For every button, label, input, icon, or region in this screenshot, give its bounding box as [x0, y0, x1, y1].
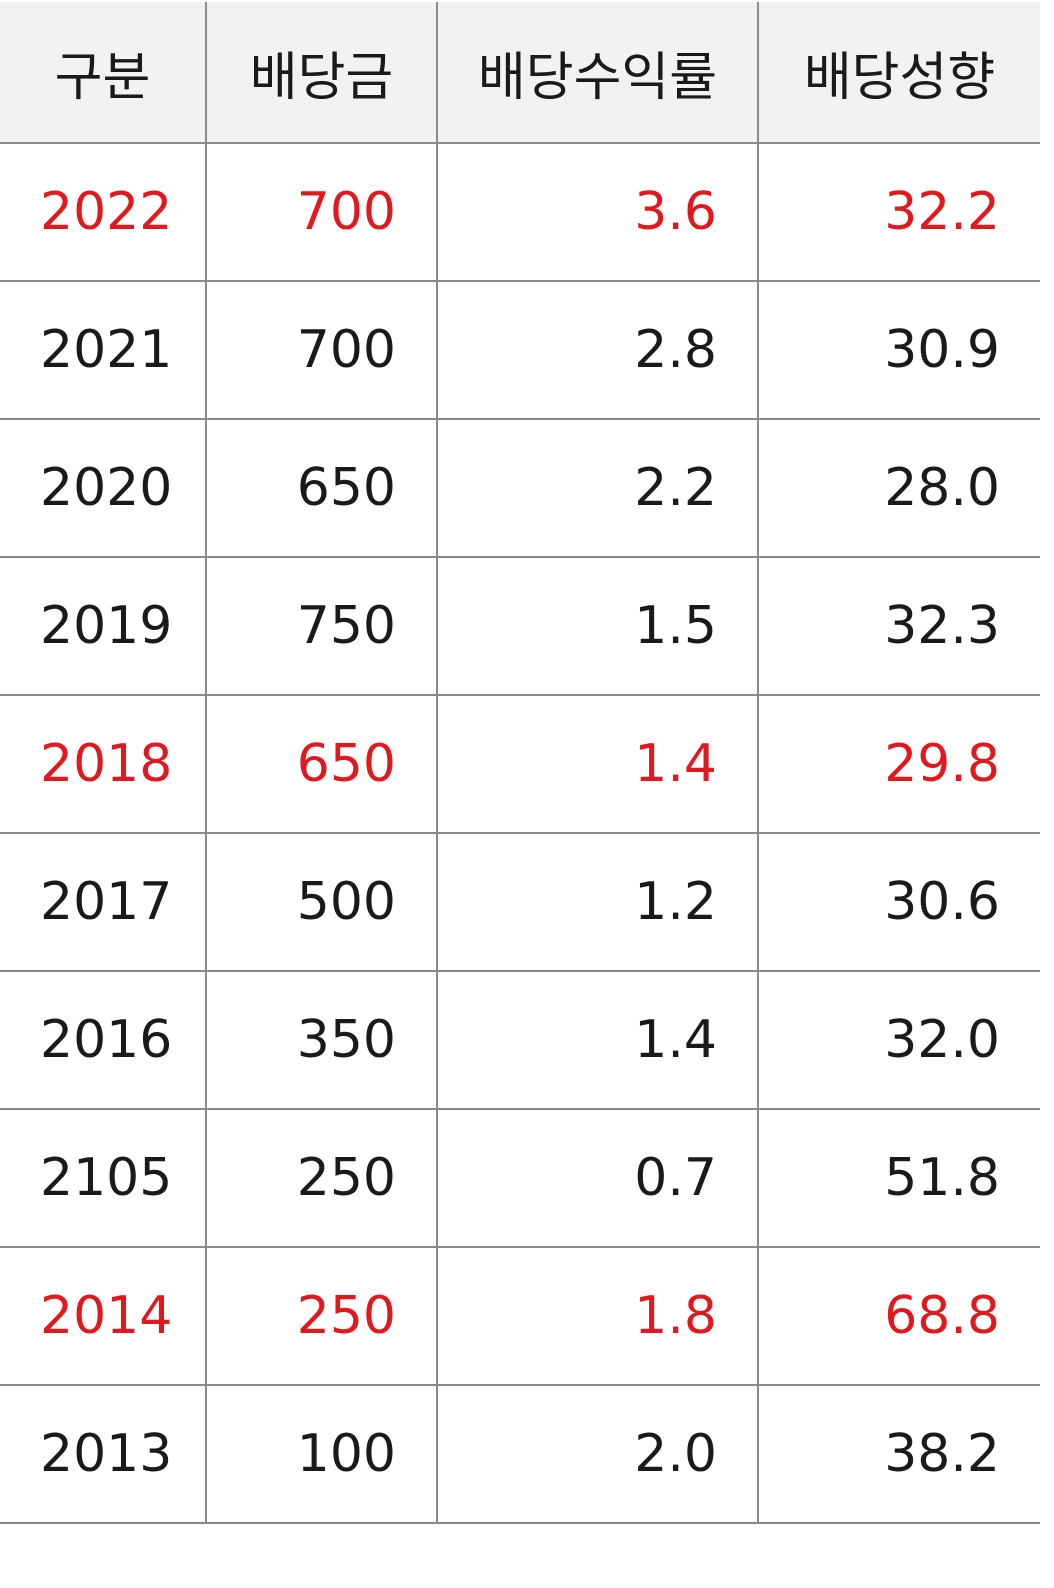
dividend-cell: 650: [205, 418, 438, 558]
table-row: 2019 750 1.5 32.3: [0, 556, 1040, 696]
dividend-yield-cell: 2.8: [436, 280, 759, 420]
year-cell: 2019: [0, 556, 207, 696]
year-cell: 2022: [0, 142, 207, 282]
table-row: 2017 500 1.2 30.6: [0, 832, 1040, 972]
table-header: 구분 배당금 배당수익률 배당성향: [0, 2, 1040, 144]
dividend-cell: 250: [205, 1108, 438, 1248]
dividend-yield-cell: 3.6: [436, 142, 759, 282]
dividend-yield-cell: 2.2: [436, 418, 759, 558]
dividend-yield-cell: 1.4: [436, 970, 759, 1110]
header-dividend: 배당금: [205, 2, 438, 144]
dividend-yield-cell: 1.4: [436, 694, 759, 834]
header-payout-ratio: 배당성향: [757, 2, 1040, 144]
dividend-cell: 250: [205, 1246, 438, 1386]
table-row: 2013 100 2.0 38.2: [0, 1384, 1040, 1524]
payout-ratio-cell: 28.0: [757, 418, 1040, 558]
year-cell: 2014: [0, 1246, 207, 1386]
payout-ratio-cell: 32.0: [757, 970, 1040, 1110]
table-row: 2020 650 2.2 28.0: [0, 418, 1040, 558]
payout-ratio-cell: 38.2: [757, 1384, 1040, 1524]
year-cell: 2020: [0, 418, 207, 558]
header-dividend-yield: 배당수익률: [436, 2, 759, 144]
payout-ratio-cell: 32.3: [757, 556, 1040, 696]
dividend-yield-cell: 1.5: [436, 556, 759, 696]
header-row: 구분 배당금 배당수익률 배당성향: [0, 2, 1040, 144]
table-row: 2105 250 0.7 51.8: [0, 1108, 1040, 1248]
dividend-table: 구분 배당금 배당수익률 배당성향 2022 700 3.6 32.2 2021 700 2…: [0, 2, 1040, 1524]
dividend-cell: 650: [205, 694, 438, 834]
year-cell: 2105: [0, 1108, 207, 1248]
payout-ratio-cell: 29.8: [757, 694, 1040, 834]
table-row: 2018 650 1.4 29.8: [0, 694, 1040, 834]
dividend-yield-cell: 1.2: [436, 832, 759, 972]
table-row: 2014 250 1.8 68.8: [0, 1246, 1040, 1386]
payout-ratio-cell: 32.2: [757, 142, 1040, 282]
dividend-yield-cell: 1.8: [436, 1246, 759, 1386]
dividend-yield-cell: 2.0: [436, 1384, 759, 1524]
dividend-yield-cell: 0.7: [436, 1108, 759, 1248]
payout-ratio-cell: 51.8: [757, 1108, 1040, 1248]
year-cell: 2017: [0, 832, 207, 972]
payout-ratio-cell: 30.9: [757, 280, 1040, 420]
dividend-cell: 100: [205, 1384, 438, 1524]
dividend-cell: 500: [205, 832, 438, 972]
year-cell: 2018: [0, 694, 207, 834]
dividend-cell: 700: [205, 142, 438, 282]
year-cell: 2021: [0, 280, 207, 420]
dividend-cell: 750: [205, 556, 438, 696]
table-row: 2016 350 1.4 32.0: [0, 970, 1040, 1110]
dividend-cell: 350: [205, 970, 438, 1110]
dividend-cell: 700: [205, 280, 438, 420]
table-row: 2022 700 3.6 32.2: [0, 142, 1040, 282]
table-row: 2021 700 2.8 30.9: [0, 280, 1040, 420]
payout-ratio-cell: 68.8: [757, 1246, 1040, 1386]
year-cell: 2013: [0, 1384, 207, 1524]
header-category: 구분: [0, 2, 207, 144]
table-body: 2022 700 3.6 32.2 2021 700 2.8 30.9 2020 650 2.2 28…: [0, 142, 1040, 1524]
payout-ratio-cell: 30.6: [757, 832, 1040, 972]
year-cell: 2016: [0, 970, 207, 1110]
